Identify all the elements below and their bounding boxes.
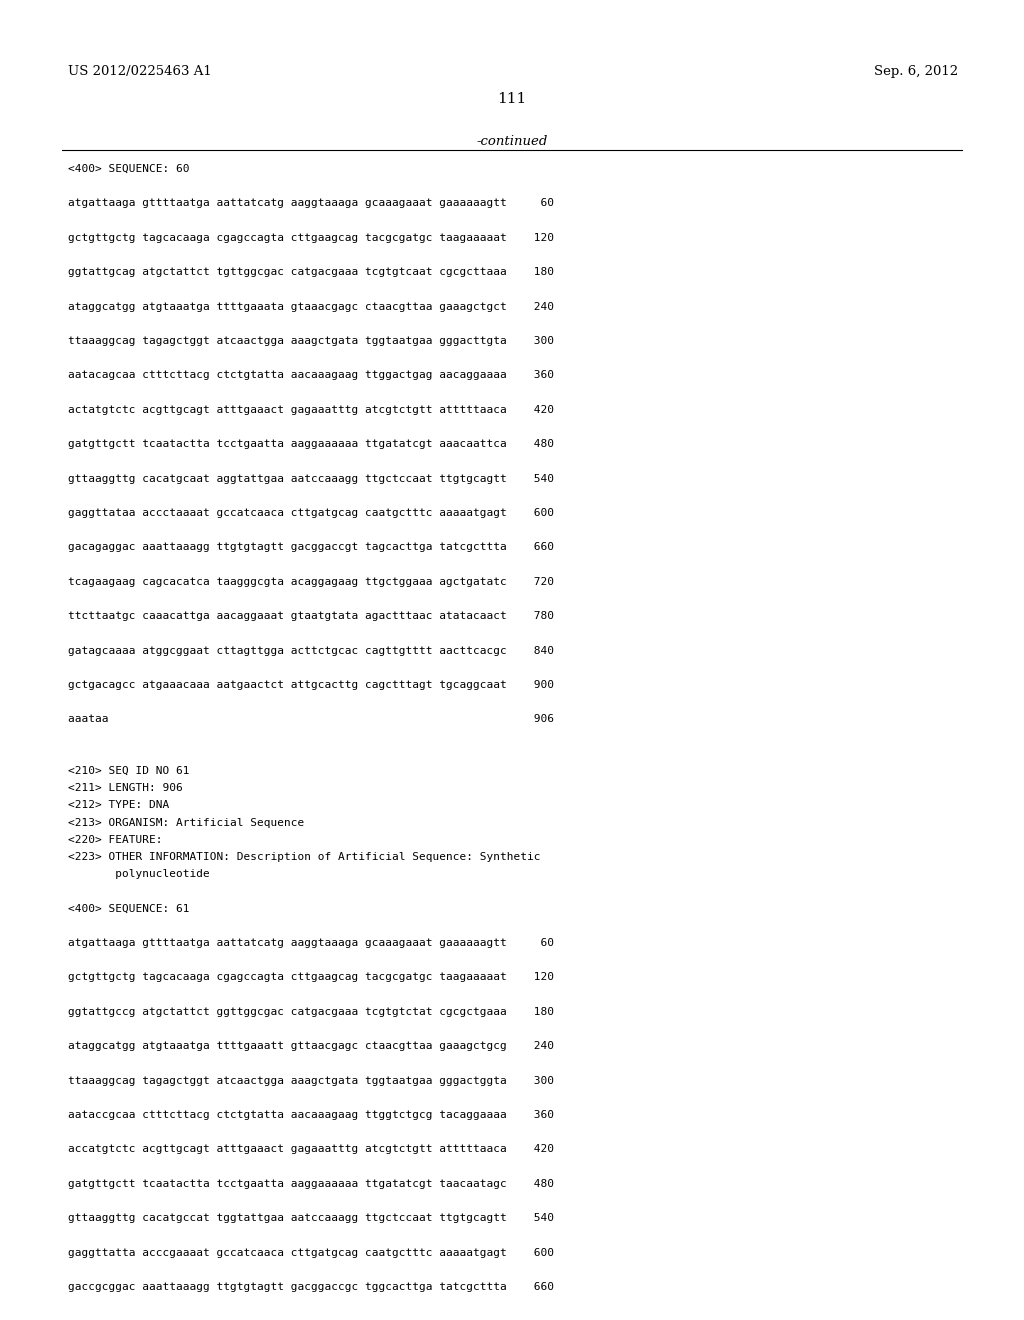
Text: aataccgcaa ctttcttacg ctctgtatta aacaaagaag ttggtctgcg tacaggaaaa    360: aataccgcaa ctttcttacg ctctgtatta aacaaag… xyxy=(68,1110,554,1119)
Text: gttaaggttg cacatgcaat aggtattgaa aatccaaagg ttgctccaat ttgtgcagtt    540: gttaaggttg cacatgcaat aggtattgaa aatccaa… xyxy=(68,474,554,483)
Text: aaataa                                                               906: aaataa 906 xyxy=(68,714,554,725)
Text: US 2012/0225463 A1: US 2012/0225463 A1 xyxy=(68,65,212,78)
Text: ggtattgcag atgctattct tgttggcgac catgacgaaa tcgtgtcaat cgcgcttaaa    180: ggtattgcag atgctattct tgttggcgac catgacg… xyxy=(68,267,554,277)
Text: <213> ORGANISM: Artificial Sequence: <213> ORGANISM: Artificial Sequence xyxy=(68,817,304,828)
Text: aatacagcaa ctttcttacg ctctgtatta aacaaagaag ttggactgag aacaggaaaa    360: aatacagcaa ctttcttacg ctctgtatta aacaaag… xyxy=(68,371,554,380)
Text: ataggcatgg atgtaaatga ttttgaaata gtaaacgagc ctaacgttaa gaaagctgct    240: ataggcatgg atgtaaatga ttttgaaata gtaaacg… xyxy=(68,301,554,312)
Text: gttaaggttg cacatgccat tggtattgaa aatccaaagg ttgctccaat ttgtgcagtt    540: gttaaggttg cacatgccat tggtattgaa aatccaa… xyxy=(68,1213,554,1224)
Text: ttaaaggcag tagagctggt atcaactgga aaagctgata tggtaatgaa gggacttgta    300: ttaaaggcag tagagctggt atcaactgga aaagctg… xyxy=(68,337,554,346)
Text: -continued: -continued xyxy=(476,135,548,148)
Text: accatgtctc acgttgcagt atttgaaact gagaaatttg atcgtctgtt atttttaaca    420: accatgtctc acgttgcagt atttgaaact gagaaat… xyxy=(68,1144,554,1155)
Text: <210> SEQ ID NO 61: <210> SEQ ID NO 61 xyxy=(68,766,189,776)
Text: gctgttgctg tagcacaaga cgagccagta cttgaagcag tacgcgatgc taagaaaaat    120: gctgttgctg tagcacaaga cgagccagta cttgaag… xyxy=(68,973,554,982)
Text: gatgttgctt tcaatactta tcctgaatta aaggaaaaaa ttgatatcgt taacaatagc    480: gatgttgctt tcaatactta tcctgaatta aaggaaa… xyxy=(68,1179,554,1189)
Text: gaggttataa accctaaaat gccatcaaca cttgatgcag caatgctttc aaaaatgagt    600: gaggttataa accctaaaat gccatcaaca cttgatg… xyxy=(68,508,554,517)
Text: Sep. 6, 2012: Sep. 6, 2012 xyxy=(873,65,958,78)
Text: polynucleotide: polynucleotide xyxy=(68,869,210,879)
Text: ttaaaggcag tagagctggt atcaactgga aaagctgata tggtaatgaa gggactggta    300: ttaaaggcag tagagctggt atcaactgga aaagctg… xyxy=(68,1076,554,1085)
Text: gaccgcggac aaattaaagg ttgtgtagtt gacggaccgc tggcacttga tatcgcttta    660: gaccgcggac aaattaaagg ttgtgtagtt gacggac… xyxy=(68,1282,554,1292)
Text: ataggcatgg atgtaaatga ttttgaaatt gttaacgagc ctaacgttaa gaaagctgcg    240: ataggcatgg atgtaaatga ttttgaaatt gttaacg… xyxy=(68,1041,554,1051)
Text: <211> LENGTH: 906: <211> LENGTH: 906 xyxy=(68,783,182,793)
Text: <220> FEATURE:: <220> FEATURE: xyxy=(68,834,163,845)
Text: tcagaagaag cagcacatca taagggcgta acaggagaag ttgctggaaa agctgatatc    720: tcagaagaag cagcacatca taagggcgta acaggag… xyxy=(68,577,554,587)
Text: gaggttatta acccgaaaat gccatcaaca cttgatgcag caatgctttc aaaaatgagt    600: gaggttatta acccgaaaat gccatcaaca cttgatg… xyxy=(68,1247,554,1258)
Text: actatgtctc acgttgcagt atttgaaact gagaaatttg atcgtctgtt atttttaaca    420: actatgtctc acgttgcagt atttgaaact gagaaat… xyxy=(68,405,554,414)
Text: <400> SEQUENCE: 60: <400> SEQUENCE: 60 xyxy=(68,164,189,174)
Text: <400> SEQUENCE: 61: <400> SEQUENCE: 61 xyxy=(68,904,189,913)
Text: atgattaaga gttttaatga aattatcatg aaggtaaaga gcaaagaaat gaaaaaagtt     60: atgattaaga gttttaatga aattatcatg aaggtaa… xyxy=(68,939,554,948)
Text: gatagcaaaa atggcggaat cttagttgga acttctgcac cagttgtttt aacttcacgc    840: gatagcaaaa atggcggaat cttagttgga acttctg… xyxy=(68,645,554,656)
Text: 111: 111 xyxy=(498,92,526,106)
Text: <223> OTHER INFORMATION: Description of Artificial Sequence: Synthetic: <223> OTHER INFORMATION: Description of … xyxy=(68,851,541,862)
Text: ggtattgccg atgctattct ggttggcgac catgacgaaa tcgtgtctat cgcgctgaaa    180: ggtattgccg atgctattct ggttggcgac catgacg… xyxy=(68,1007,554,1016)
Text: gctgttgctg tagcacaaga cgagccagta cttgaagcag tacgcgatgc taagaaaaat    120: gctgttgctg tagcacaaga cgagccagta cttgaag… xyxy=(68,232,554,243)
Text: <212> TYPE: DNA: <212> TYPE: DNA xyxy=(68,800,169,810)
Text: atgattaaga gttttaatga aattatcatg aaggtaaaga gcaaagaaat gaaaaaagtt     60: atgattaaga gttttaatga aattatcatg aaggtaa… xyxy=(68,198,554,209)
Text: gatgttgctt tcaatactta tcctgaatta aaggaaaaaa ttgatatcgt aaacaattca    480: gatgttgctt tcaatactta tcctgaatta aaggaaa… xyxy=(68,440,554,449)
Text: gacagaggac aaattaaagg ttgtgtagtt gacggaccgt tagcacttga tatcgcttta    660: gacagaggac aaattaaagg ttgtgtagtt gacggac… xyxy=(68,543,554,552)
Text: gctgacagcc atgaaacaaa aatgaactct attgcacttg cagctttagt tgcaggcaat    900: gctgacagcc atgaaacaaa aatgaactct attgcac… xyxy=(68,680,554,690)
Text: ttcttaatgc caaacattga aacaggaaat gtaatgtata agactttaac atatacaact    780: ttcttaatgc caaacattga aacaggaaat gtaatgt… xyxy=(68,611,554,622)
